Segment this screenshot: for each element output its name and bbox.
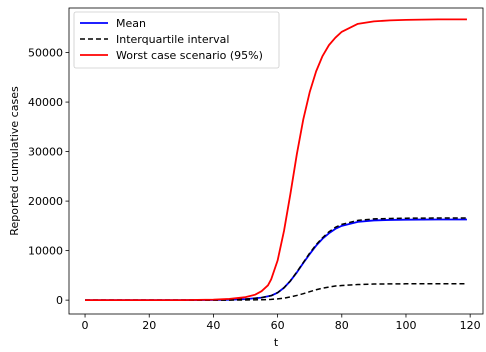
- y-tick-label: 50000: [28, 47, 63, 60]
- x-axis-label: t: [274, 336, 279, 349]
- legend-label-0: Mean: [116, 17, 146, 30]
- x-tick-label: 120: [460, 319, 481, 332]
- series-layer: [85, 18, 467, 302]
- y-tick-label: 20000: [28, 195, 63, 208]
- legend-label-2: Worst case scenario (95%): [116, 49, 263, 62]
- y-tick-label: 10000: [28, 245, 63, 258]
- legend-label-1: Interquartile interval: [116, 33, 229, 46]
- plot-frame: [68, 7, 484, 315]
- y-tick-label: 30000: [28, 146, 63, 159]
- x-tick-label: 100: [395, 319, 416, 332]
- series-line-2: [85, 282, 467, 301]
- y-axis-label: Reported cumulative cases: [8, 86, 21, 236]
- y-tick-label: 40000: [28, 96, 63, 109]
- legend-box: [73, 11, 280, 69]
- series-line-0: [85, 218, 467, 302]
- x-tick-label: 0: [82, 319, 89, 332]
- series-line-3: [85, 18, 467, 302]
- y-tick-label: 0: [56, 294, 63, 307]
- x-tick-label: 80: [335, 319, 349, 332]
- x-tick-label: 20: [142, 319, 156, 332]
- x-tick-label: 40: [206, 319, 220, 332]
- legend: Mean Interquartile interval Worst case sce…: [73, 11, 280, 69]
- series-line-1: [85, 217, 467, 301]
- x-tick-label: 60: [271, 319, 285, 332]
- ticks-layer: 0 20 40 60 80 100 120 0 10000 20000 30000 40000 5000…: [28, 47, 481, 332]
